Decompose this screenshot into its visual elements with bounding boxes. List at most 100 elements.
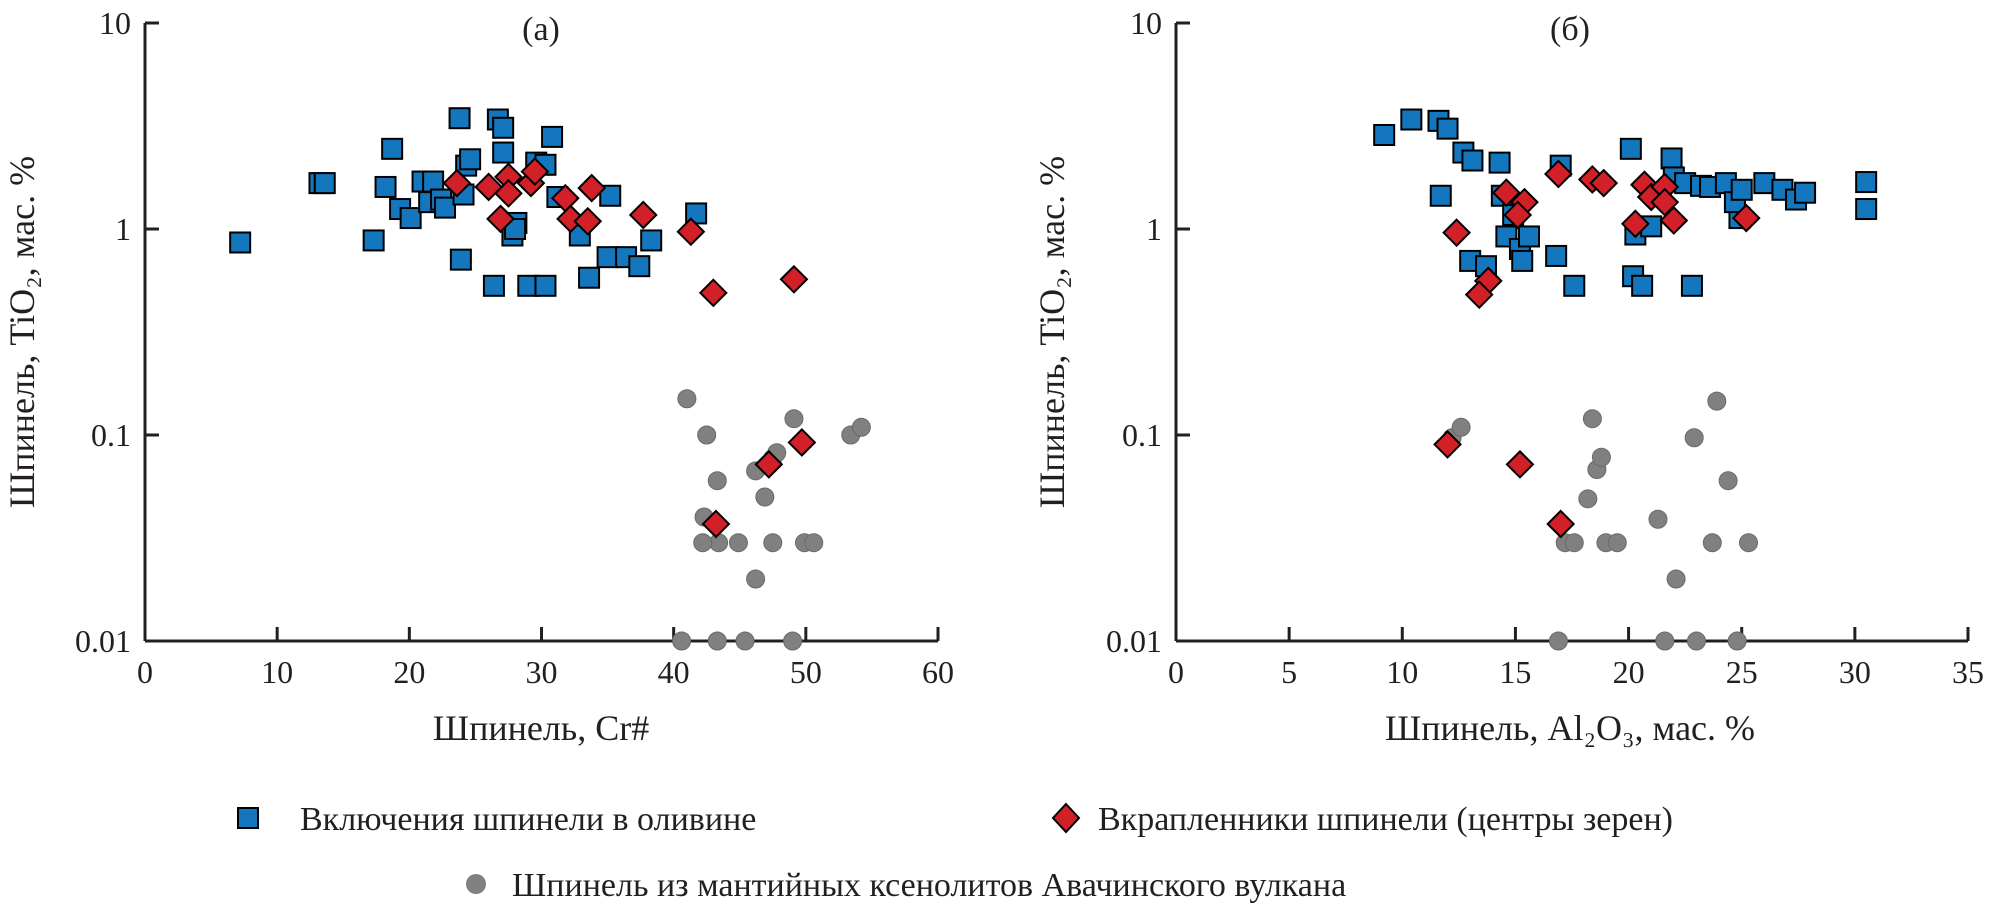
- data-point-circle: [1451, 417, 1471, 437]
- data-point-circle: [1582, 409, 1602, 429]
- legend-label-phenocrysts: Вкрапленники шпинели (центры зерен): [1098, 801, 1673, 838]
- data-point-circle: [1702, 533, 1722, 553]
- data-point-circle: [784, 409, 804, 429]
- y-tick-label: 0.01: [1106, 623, 1162, 659]
- data-point-circle: [1655, 631, 1675, 651]
- data-point-square: [229, 231, 252, 254]
- y-tick-label: 10: [1130, 5, 1162, 41]
- data-point-diamond: [628, 200, 658, 230]
- data-point-square: [374, 175, 397, 198]
- data-point-square: [381, 137, 404, 160]
- legend-label-inclusions: Включения шпинели в оливине: [300, 801, 756, 838]
- legend-marker-diamond: [1051, 802, 1081, 834]
- data-point-circle: [1648, 509, 1668, 529]
- data-point-square: [1753, 172, 1776, 195]
- data-point-diamond: [754, 449, 784, 479]
- data-point-square: [1488, 151, 1511, 174]
- x-tick-label: 50: [790, 654, 822, 690]
- data-point-diamond: [1546, 509, 1576, 539]
- y-tick-label: 1: [1146, 211, 1162, 247]
- y-axis-label-a: Шпинель, TiO₂, мас. %: [2, 156, 42, 508]
- data-point-diamond: [556, 204, 585, 234]
- x-tick-label: 20: [1613, 654, 1645, 690]
- data-point-square: [422, 170, 445, 193]
- data-point-square: [492, 141, 515, 164]
- y-tick-label: 10: [99, 5, 131, 41]
- data-point-square: [1563, 274, 1586, 297]
- chart-panel-b: (б) Шпинель, Al₂O₃, мас. % Шпинель, TiO₂…: [1032, 5, 1984, 748]
- data-point-circle: [1578, 489, 1598, 509]
- data-point-square: [1619, 137, 1642, 160]
- data-point-diamond: [787, 428, 817, 457]
- data-point-square: [1511, 249, 1534, 272]
- x-tick-label: 5: [1281, 654, 1297, 690]
- data-point-square: [1373, 123, 1396, 146]
- x-tick-label: 0: [1168, 654, 1184, 690]
- data-point-square: [1429, 184, 1452, 207]
- x-tick-label: 30: [1839, 654, 1871, 690]
- data-point-diamond: [1544, 159, 1573, 189]
- data-point-square: [578, 266, 601, 289]
- data-point-diamond: [676, 217, 706, 247]
- y-tick-label: 0.1: [91, 417, 131, 453]
- data-point-circle: [851, 417, 871, 437]
- data-point-circle: [1607, 533, 1627, 553]
- data-point-square: [1730, 178, 1753, 201]
- legend-marker-square: [237, 807, 259, 829]
- data-point-square: [492, 116, 515, 139]
- data-point-square: [1855, 198, 1878, 221]
- chart-title-a: (а): [522, 11, 560, 48]
- data-point-diamond: [779, 264, 809, 294]
- x-tick-label: 40: [658, 654, 690, 690]
- data-point-square: [1794, 181, 1817, 204]
- legend: Включения шпинели в оливине Вкрапленники…: [237, 801, 1673, 904]
- x-tick-label: 35: [1952, 654, 1984, 690]
- data-point-square: [434, 196, 457, 219]
- x-tick-label: 10: [1386, 654, 1418, 690]
- x-tick-label: 0: [137, 654, 153, 690]
- data-point-square: [596, 246, 619, 269]
- data-point-circle: [1548, 631, 1568, 651]
- y-tick-label: 0.01: [75, 623, 131, 659]
- data-point-diamond: [1505, 449, 1535, 479]
- y-tick-label: 1: [115, 211, 131, 247]
- data-point-square: [449, 248, 472, 271]
- data-point-circle: [1718, 471, 1738, 491]
- data-point-square: [599, 184, 622, 207]
- data-point-circle: [783, 631, 803, 651]
- data-point-circle: [746, 569, 766, 589]
- data-point-circle: [707, 471, 727, 491]
- data-point-square: [459, 148, 482, 171]
- legend-marker-circle: [466, 874, 486, 894]
- data-point-circle: [697, 425, 717, 445]
- chart-title-b: (б): [1550, 11, 1590, 48]
- x-tick-label: 10: [261, 654, 293, 690]
- data-point-square: [482, 274, 505, 297]
- data-point-square: [399, 207, 422, 230]
- data-point-diamond: [442, 168, 472, 198]
- data-point-square: [448, 107, 471, 130]
- data-point-square: [1518, 225, 1541, 248]
- data-point-circle: [1564, 533, 1584, 553]
- data-point-diamond: [698, 278, 728, 308]
- data-point-circle: [707, 631, 727, 651]
- data-point-circle: [1686, 631, 1706, 651]
- data-point-circle: [804, 533, 824, 553]
- data-point-square: [1545, 244, 1568, 267]
- data-point-diamond: [1620, 209, 1650, 239]
- data-point-circle: [763, 533, 783, 553]
- data-point-diamond: [520, 157, 550, 186]
- data-point-circle: [1727, 631, 1747, 651]
- data-point-square: [1660, 147, 1683, 170]
- data-point-square: [640, 229, 663, 252]
- data-point-square: [362, 229, 385, 252]
- data-point-square: [313, 172, 336, 195]
- data-point-square: [1461, 149, 1484, 172]
- x-tick-label: 20: [393, 654, 425, 690]
- y-axis-label-b: Шпинель, TiO₂, мас. %: [1032, 156, 1072, 508]
- data-point-diamond: [494, 178, 523, 208]
- data-point-circle: [1591, 447, 1611, 467]
- data-point-circle: [693, 533, 713, 553]
- x-axis-label-a: Шпинель, Cr#: [433, 708, 649, 748]
